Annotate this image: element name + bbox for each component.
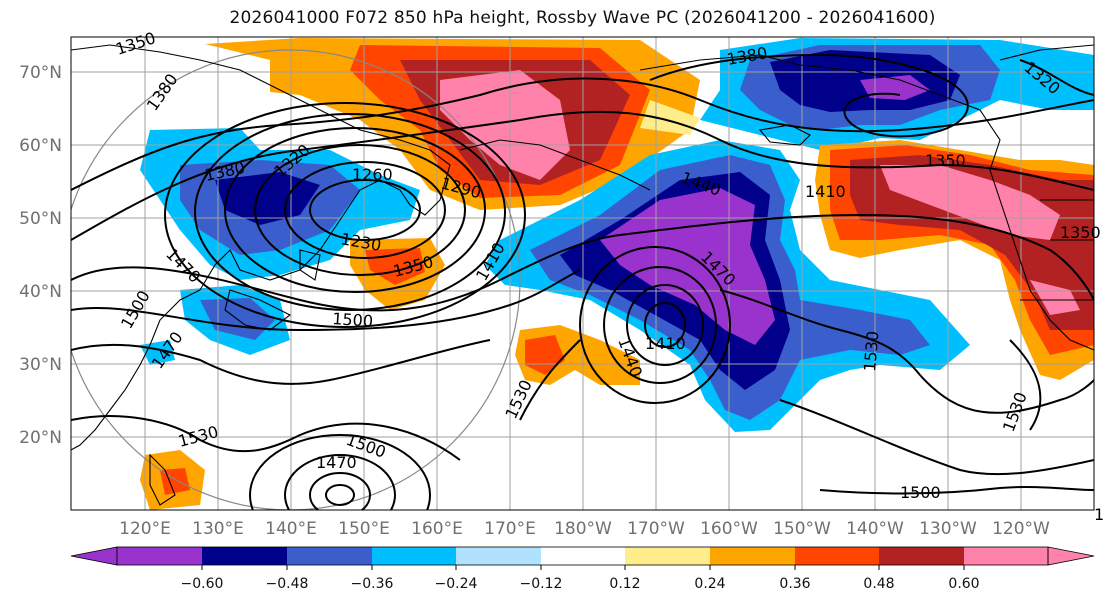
- contour-label: 1500: [900, 483, 941, 502]
- colorbar-segment: [456, 547, 541, 565]
- colorbar-tick: −0.12: [520, 576, 563, 592]
- contour-label: 1530: [999, 390, 1031, 435]
- colorbar-segment: [202, 547, 287, 565]
- latitude-labels: 70°N 60°N 50°N 40°N 30°N 20°N: [19, 63, 62, 448]
- map-title: 2026041000 F072 850 hPa height, Rossby W…: [229, 8, 936, 28]
- graticule: [71, 37, 1094, 510]
- colorbar-segment: [879, 547, 964, 565]
- lon-label: 170°W: [627, 519, 685, 539]
- lat-label: 40°N: [19, 282, 62, 302]
- lon-label: 130°E: [192, 519, 244, 539]
- lat-label: 70°N: [19, 63, 62, 83]
- anomaly-shading: [140, 38, 1094, 510]
- colorbar-segment: [710, 547, 795, 565]
- contour-label: 1350: [113, 28, 158, 59]
- contour-label: 1380: [143, 70, 182, 114]
- colorbar-tick: 0.24: [694, 576, 725, 592]
- colorbar-segment: [541, 547, 625, 565]
- contour-label: 1230: [339, 229, 382, 255]
- lon-label: 150°W: [773, 519, 831, 539]
- lon-label: 170°E: [484, 519, 536, 539]
- contour-label: 1530: [1094, 505, 1105, 524]
- contour-label: 1410: [805, 182, 846, 201]
- colorbar-segment: [795, 547, 879, 565]
- map-frame: [70, 36, 1095, 511]
- lon-label: 180°W: [554, 519, 612, 539]
- contour-label: 1350: [1060, 223, 1101, 242]
- colorbar-tick: −0.36: [351, 576, 394, 592]
- lat-label: 60°N: [19, 136, 62, 156]
- contour-label: 1470: [316, 453, 357, 472]
- contour-label: 1410: [645, 334, 686, 353]
- range-ring: [71, 49, 521, 510]
- colorbar-segment: [117, 547, 202, 565]
- lon-label: 150°E: [338, 519, 390, 539]
- height-contours: [71, 53, 1094, 510]
- colorbar-segment: [625, 547, 710, 565]
- longitude-labels: 120°E 130°E 140°E 150°E 160°E 170°E 180°…: [119, 519, 1050, 539]
- colorbar-tick: 0.36: [779, 576, 810, 592]
- lon-label: 130°W: [919, 519, 977, 539]
- colorbar-extend-low: [70, 546, 118, 566]
- colorbar: −0.60 −0.48 −0.36 −0.24 −0.12 0.12 0.24 …: [70, 546, 1095, 592]
- lon-label: 120°W: [992, 519, 1050, 539]
- colorbar-extend-high: [1047, 546, 1095, 566]
- colorbar-segment: [287, 547, 372, 565]
- lat-label: 30°N: [19, 355, 62, 375]
- colorbar-tick: −0.48: [266, 576, 309, 592]
- lon-label: 140°W: [846, 519, 904, 539]
- contour-label: 1260: [352, 165, 393, 184]
- contour-label: 1500: [332, 309, 374, 331]
- contour-label: 1350: [925, 151, 966, 170]
- lon-label: 160°E: [411, 519, 463, 539]
- colorbar-tick: −0.24: [435, 576, 478, 592]
- colorbar-segment: [964, 547, 1048, 565]
- lat-label: 20°N: [19, 428, 62, 448]
- lon-label: 120°E: [119, 519, 171, 539]
- contour-label: 1530: [860, 330, 882, 372]
- colorbar-segment: [372, 547, 456, 565]
- lat-label: 50°N: [19, 209, 62, 229]
- colorbar-tick: 0.60: [948, 576, 979, 592]
- lon-label: 140°E: [265, 519, 317, 539]
- coastlines: [71, 44, 1094, 506]
- colorbar-tick: −0.60: [181, 576, 224, 592]
- colorbar-tick: 0.48: [863, 576, 894, 592]
- colorbar-tick: 0.12: [609, 576, 640, 592]
- lon-label: 160°W: [700, 519, 758, 539]
